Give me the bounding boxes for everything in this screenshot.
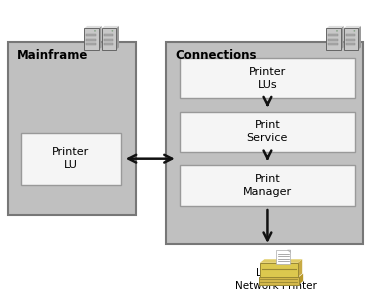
Bar: [260, 263, 298, 277]
Bar: [328, 34, 338, 36]
Bar: [259, 277, 299, 285]
Text: Mainframe: Mainframe: [17, 49, 88, 62]
Circle shape: [112, 30, 113, 32]
Polygon shape: [299, 274, 303, 285]
Bar: [21, 133, 121, 185]
Polygon shape: [326, 26, 344, 28]
Bar: [344, 28, 358, 50]
Polygon shape: [99, 26, 102, 50]
Polygon shape: [84, 26, 102, 28]
Bar: [87, 43, 96, 46]
Circle shape: [336, 30, 338, 32]
Bar: [180, 165, 355, 206]
Bar: [87, 39, 96, 41]
Bar: [326, 28, 341, 50]
Bar: [328, 39, 338, 41]
Bar: [87, 34, 96, 36]
Polygon shape: [344, 26, 361, 28]
Text: Print
Service: Print Service: [247, 120, 288, 143]
Bar: [166, 42, 363, 244]
Bar: [346, 39, 355, 41]
Circle shape: [94, 30, 96, 32]
Polygon shape: [102, 26, 119, 28]
Text: Printer
LU: Printer LU: [52, 147, 90, 170]
Bar: [84, 28, 99, 50]
Bar: [104, 43, 113, 46]
Text: Printer
LUs: Printer LUs: [249, 67, 286, 90]
Polygon shape: [260, 259, 302, 263]
Polygon shape: [358, 26, 361, 50]
Text: Connections: Connections: [176, 49, 257, 62]
Polygon shape: [298, 259, 302, 277]
Bar: [104, 39, 113, 41]
Circle shape: [353, 30, 355, 32]
Bar: [346, 34, 355, 36]
Bar: [8, 42, 136, 215]
Bar: [346, 43, 355, 46]
Text: Print
Manager: Print Manager: [243, 174, 292, 197]
Bar: [180, 112, 355, 152]
Bar: [180, 58, 355, 98]
Bar: [328, 43, 338, 46]
Bar: [102, 28, 116, 50]
Bar: [276, 250, 291, 264]
Bar: [104, 34, 113, 36]
Polygon shape: [288, 250, 291, 252]
Polygon shape: [341, 26, 344, 50]
Text: Local or
Network Printer: Local or Network Printer: [235, 268, 317, 291]
Polygon shape: [116, 26, 119, 50]
